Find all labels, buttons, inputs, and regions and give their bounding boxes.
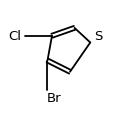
Text: S: S — [94, 30, 102, 43]
Text: Cl: Cl — [8, 30, 21, 43]
Text: Br: Br — [47, 91, 62, 104]
